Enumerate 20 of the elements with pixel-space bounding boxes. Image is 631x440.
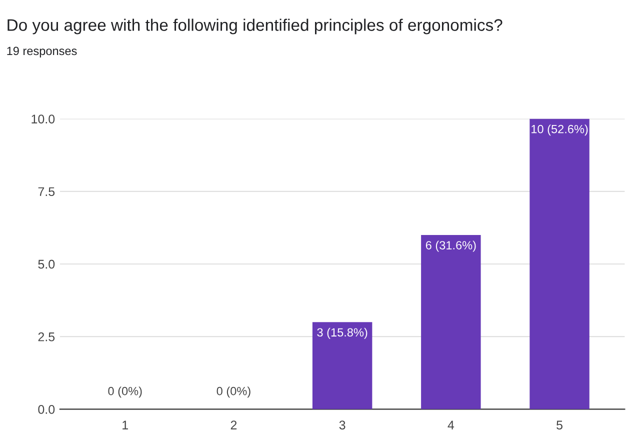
- data-label: 6 (31.6%): [426, 240, 476, 252]
- bar: [312, 322, 372, 410]
- x-tick-label: 2: [230, 420, 237, 430]
- data-label: 0 (0%): [108, 386, 142, 398]
- y-tick-label: 0.0: [38, 405, 55, 414]
- data-label: 10 (52.6%): [532, 124, 588, 136]
- x-tick-label: 4: [448, 420, 454, 430]
- x-tick-label: 5: [556, 420, 562, 430]
- data-label: 3 (15.8%): [317, 328, 368, 339]
- x-tick-label: 3: [339, 420, 346, 430]
- data-label: 0 (0%): [216, 386, 250, 398]
- y-tick-label: 10.0: [32, 114, 55, 124]
- x-tick-label: 1: [122, 420, 128, 430]
- y-tick-label: 2.5: [38, 332, 55, 342]
- bar: [421, 234, 481, 410]
- y-tick-label: 5.0: [38, 260, 55, 269]
- chart-subtitle: 19 responses: [7, 46, 77, 58]
- y-tick-label: 7.5: [38, 187, 55, 196]
- chart-title: Do you agree with the following identified principles of ergonomics?: [8, 18, 502, 34]
- bar: [530, 118, 590, 410]
